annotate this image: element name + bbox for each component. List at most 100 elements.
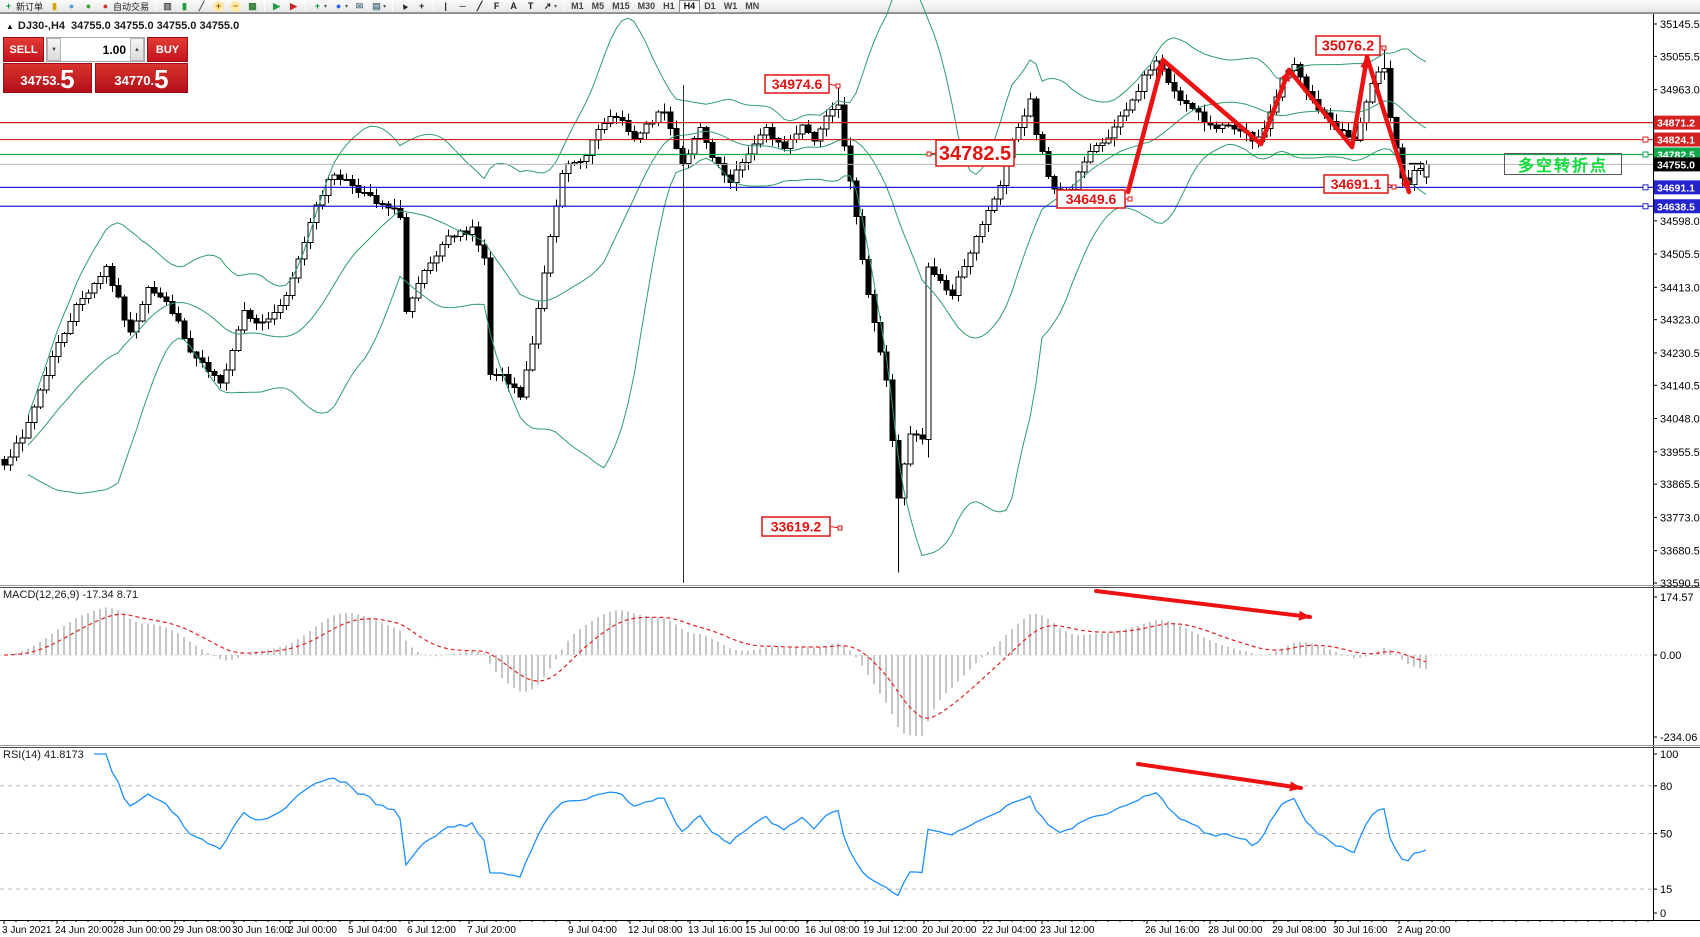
one-click-trading-panel: SELL ▼ 1.00 ▲ BUY 34753. 5 34770. 5: [3, 37, 188, 93]
callout-33619[interactable]: 33619.2: [761, 516, 843, 537]
svg-text:33680.5: 33680.5: [1660, 546, 1700, 558]
price-callouts[interactable]: 34974.6 35076.2 34782.5 34649.6 34691.1 33619…: [761, 35, 1397, 537]
trend-zigzag-arrows[interactable]: [1125, 54, 1412, 195]
trendline-icon[interactable]: ╱: [471, 0, 488, 12]
mail-icon[interactable]: ✉: [351, 0, 368, 12]
candles: [1, 48, 1430, 573]
toolbar-separator: [155, 1, 157, 11]
text-icon[interactable]: A: [505, 0, 522, 12]
toolbar-separator: [305, 1, 307, 11]
dropdown-caret-icon[interactable]: ▾: [554, 3, 558, 10]
ohlc-values: 34755.0 34755.0 34755.0 34755.0: [71, 20, 240, 32]
callout-34782[interactable]: 34782.5: [926, 139, 1015, 167]
volume-value[interactable]: 1.00: [102, 42, 126, 57]
line-chart-icon-icon: ╱: [198, 0, 205, 11]
svg-text:34413.0: 34413.0: [1660, 282, 1700, 294]
volume-decrease-button[interactable]: ▼: [47, 38, 61, 61]
vertical-line-icon[interactable]: |: [437, 0, 454, 12]
svg-text:34691.1: 34691.1: [1331, 176, 1382, 192]
svg-text:30 Jul 16:00: 30 Jul 16:00: [1333, 925, 1388, 936]
macd-trend-arrow[interactable]: [1094, 589, 1312, 621]
svg-text:0.00: 0.00: [1660, 650, 1681, 662]
dropdown-caret-icon[interactable]: ▾: [345, 3, 349, 10]
zoom-in-icon[interactable]: +: [210, 0, 227, 12]
svg-text:2 Aug 20:00: 2 Aug 20:00: [1397, 925, 1451, 936]
timeframe-button-m1[interactable]: M1: [571, 1, 584, 11]
bar-chart-icon[interactable]: ▥: [159, 0, 176, 12]
new-order-button[interactable]: + 新订单: [0, 0, 46, 12]
timeframe-button-h4[interactable]: H4: [678, 0, 701, 12]
arrows-icon[interactable]: ↗ ▾: [539, 0, 560, 12]
buy-price-tile[interactable]: 34770. 5: [95, 63, 188, 93]
svg-text:28 Jun 00:00: 28 Jun 00:00: [113, 925, 171, 936]
svg-text:2 Jul 00:00: 2 Jul 00:00: [288, 925, 337, 936]
timeframe-button-m15[interactable]: M15: [612, 1, 630, 11]
timeframe-button-w1[interactable]: W1: [723, 1, 738, 11]
svg-text:34230.5: 34230.5: [1660, 348, 1700, 360]
line-chart-icon[interactable]: ╱: [193, 0, 210, 12]
svg-text:34974.6: 34974.6: [772, 76, 823, 92]
horizontal-line-icon-icon: ─: [459, 0, 466, 11]
svg-text:33955.5: 33955.5: [1660, 447, 1700, 459]
sell-price-tile[interactable]: 34753. 5: [3, 63, 92, 93]
rsi-trend-arrow[interactable]: [1136, 762, 1303, 792]
candlestick-chart-icon[interactable]: ▮: [176, 0, 193, 12]
timeframe-button-mn[interactable]: MN: [745, 1, 760, 11]
periods-icon[interactable]: ● ▾: [330, 0, 351, 12]
market-watch-icon[interactable]: ●: [63, 0, 80, 12]
chart-shift-icon-icon: ▶: [290, 0, 297, 11]
svg-text:33773.0: 33773.0: [1660, 512, 1700, 524]
zoom-out-icon[interactable]: −: [227, 0, 244, 12]
sell-button[interactable]: SELL: [3, 37, 44, 62]
buy-price-main: 34770.: [114, 73, 155, 88]
zoom-in-icon-icon: +: [213, 0, 225, 12]
chart-shift-icon[interactable]: ▶: [285, 0, 302, 12]
market-watch-icon-icon: ●: [68, 0, 75, 11]
volume-spinner[interactable]: ▼ 1.00 ▲: [46, 37, 145, 62]
callout-34649[interactable]: 34649.6: [1056, 189, 1133, 209]
crosshair-icon-icon: +: [418, 0, 425, 11]
dropdown-caret-icon[interactable]: ▾: [383, 3, 387, 10]
svg-text:15 Jul 00:00: 15 Jul 00:00: [745, 925, 800, 936]
buy-button[interactable]: BUY: [147, 37, 188, 62]
horizontal-line-objects[interactable]: [0, 122, 1653, 210]
callout-34691[interactable]: 34691.1: [1323, 174, 1397, 194]
timeframe-button-m30[interactable]: M30: [637, 1, 656, 11]
svg-text:33619.2: 33619.2: [771, 519, 822, 535]
svg-text:20 Jul 20:00: 20 Jul 20:00: [922, 925, 977, 936]
signals-icon[interactable]: ●: [80, 0, 97, 12]
callout-35076[interactable]: 35076.2: [1315, 35, 1387, 56]
svg-text:35145.5: 35145.5: [1660, 19, 1700, 31]
templates-icon[interactable]: ▤ ▾: [368, 0, 389, 12]
svg-text:24 Jun 20:00: 24 Jun 20:00: [55, 925, 113, 936]
svg-text:174.57: 174.57: [1660, 592, 1694, 604]
crosshair-icon[interactable]: +: [413, 0, 430, 12]
vertical-line-icon-icon: |: [444, 0, 447, 11]
fibonacci-icon[interactable]: F: [488, 0, 505, 12]
time-axis: 3 Jun 2021 24 Jun 20:00 28 Jun 00:00 29 Jun…: [2, 920, 1649, 936]
auto-scroll-icon[interactable]: ▶: [268, 0, 285, 12]
timeframe-button-m5[interactable]: M5: [591, 1, 605, 11]
svg-text:34323.0: 34323.0: [1660, 315, 1700, 327]
svg-text:34505.5: 34505.5: [1660, 249, 1700, 261]
tile-windows-icon[interactable]: ▦: [244, 0, 261, 12]
turning-point-annotation[interactable]: 多空转折点: [1504, 153, 1622, 175]
callout-34974[interactable]: 34974.6: [764, 74, 841, 94]
symbol-collapse-icon[interactable]: ▲: [6, 22, 14, 31]
svg-text:26 Jul 16:00: 26 Jul 16:00: [1145, 925, 1200, 936]
navigator-icon[interactable]: ▮: [46, 0, 63, 12]
symbol-label: DJ30-,H4: [17, 20, 65, 32]
svg-text:50: 50: [1660, 829, 1672, 841]
svg-text:34048.0: 34048.0: [1660, 414, 1700, 426]
svg-text:16 Jul 08:00: 16 Jul 08:00: [805, 925, 860, 936]
volume-increase-button[interactable]: ▲: [130, 38, 144, 61]
timeframe-button-h1[interactable]: H1: [663, 1, 675, 11]
horizontal-line-icon[interactable]: ─: [454, 0, 471, 12]
dropdown-caret-icon[interactable]: ▾: [324, 3, 328, 10]
timeframe-button-d1[interactable]: D1: [704, 1, 716, 11]
text-label-icon[interactable]: T: [522, 0, 539, 12]
auto-trading-button[interactable]: ● 自动交易: [97, 0, 152, 12]
indicators-icon[interactable]: + ▾: [309, 0, 330, 12]
